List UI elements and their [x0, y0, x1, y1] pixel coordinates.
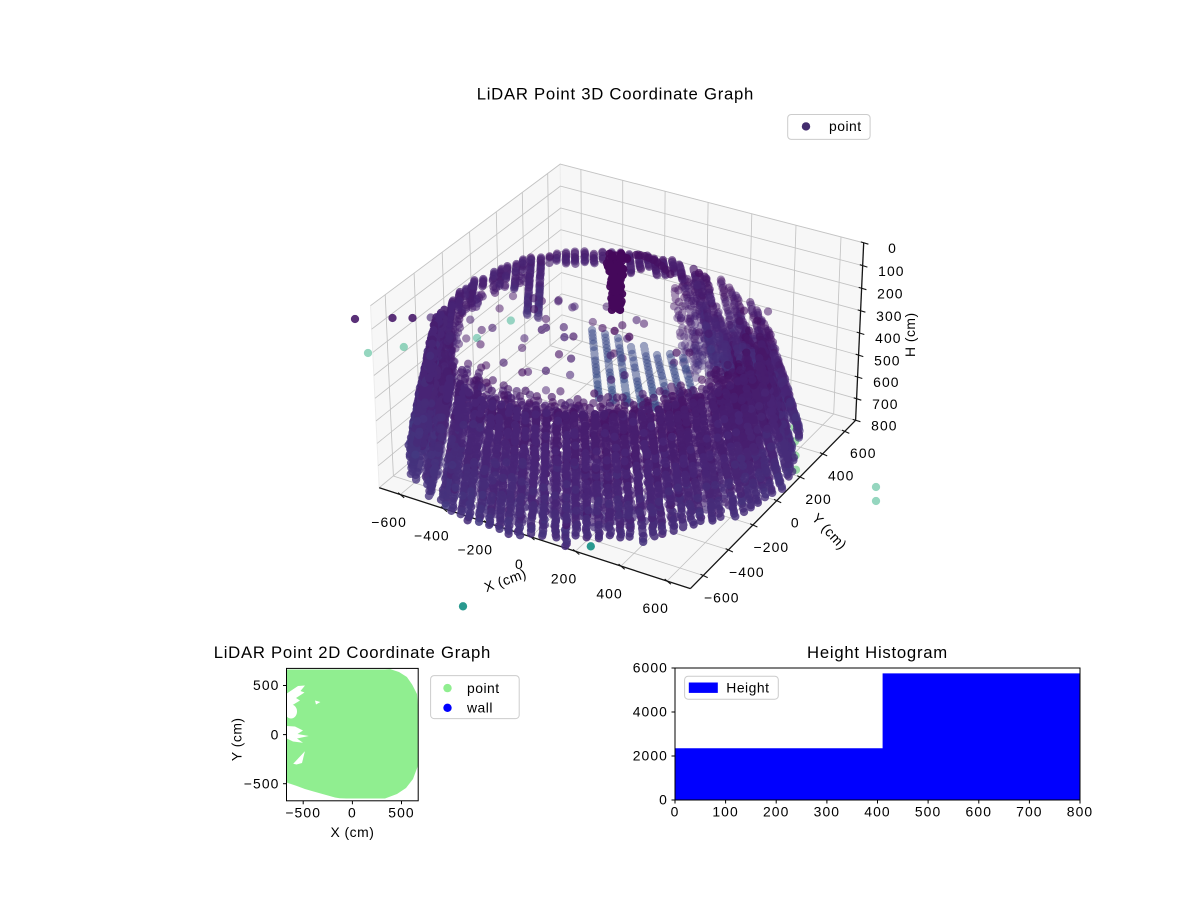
- svg-text:Height Histogram: Height Histogram: [807, 643, 948, 662]
- svg-text:500: 500: [253, 677, 279, 693]
- svg-text:−600: −600: [371, 514, 407, 530]
- svg-text:2000: 2000: [633, 748, 668, 764]
- svg-text:800: 800: [1067, 804, 1093, 820]
- svg-text:500: 500: [915, 804, 941, 820]
- svg-text:700: 700: [872, 396, 898, 412]
- svg-text:0: 0: [515, 556, 524, 572]
- svg-text:X (cm): X (cm): [330, 824, 374, 840]
- svg-text:0: 0: [791, 515, 800, 531]
- svg-text:point: point: [467, 680, 500, 696]
- svg-text:wall: wall: [466, 700, 493, 716]
- svg-text:200: 200: [551, 571, 577, 587]
- svg-text:−400: −400: [729, 564, 765, 580]
- svg-text:H (cm): H (cm): [902, 312, 918, 357]
- svg-text:−200: −200: [754, 539, 790, 555]
- svg-text:500: 500: [388, 805, 414, 821]
- svg-text:6000: 6000: [633, 660, 668, 676]
- svg-text:4000: 4000: [633, 704, 668, 720]
- svg-text:400: 400: [828, 468, 854, 484]
- svg-text:0: 0: [659, 792, 668, 808]
- svg-text:300: 300: [876, 308, 902, 324]
- svg-text:300: 300: [814, 804, 840, 820]
- svg-text:600: 600: [850, 445, 876, 461]
- svg-text:100: 100: [878, 263, 904, 279]
- svg-text:200: 200: [877, 286, 903, 302]
- svg-text:point: point: [829, 118, 862, 134]
- svg-text:0: 0: [671, 804, 680, 820]
- svg-text:600: 600: [642, 600, 668, 616]
- svg-text:0: 0: [348, 805, 357, 821]
- svg-text:400: 400: [596, 585, 622, 601]
- svg-text:Y (cm): Y (cm): [229, 717, 245, 761]
- svg-text:Height: Height: [726, 679, 769, 695]
- svg-text:600: 600: [873, 374, 899, 390]
- svg-text:0: 0: [888, 240, 897, 256]
- svg-text:−500: −500: [285, 805, 321, 821]
- svg-text:LiDAR Point 3D Coordinate Grap: LiDAR Point 3D Coordinate Graph: [477, 85, 754, 104]
- svg-text:700: 700: [1016, 804, 1042, 820]
- svg-text:800: 800: [871, 418, 897, 434]
- svg-text:600: 600: [966, 804, 992, 820]
- svg-text:0: 0: [271, 726, 280, 742]
- svg-text:400: 400: [875, 330, 901, 346]
- svg-text:−600: −600: [704, 589, 740, 605]
- svg-text:−400: −400: [414, 528, 450, 544]
- svg-text:400: 400: [864, 804, 890, 820]
- svg-text:−200: −200: [457, 542, 493, 558]
- svg-text:−500: −500: [244, 775, 280, 791]
- svg-text:200: 200: [763, 804, 789, 820]
- svg-text:100: 100: [712, 804, 738, 820]
- svg-text:500: 500: [874, 352, 900, 368]
- svg-text:LiDAR Point 2D Coordinate Grap: LiDAR Point 2D Coordinate Graph: [214, 643, 491, 662]
- svg-text:200: 200: [805, 491, 831, 507]
